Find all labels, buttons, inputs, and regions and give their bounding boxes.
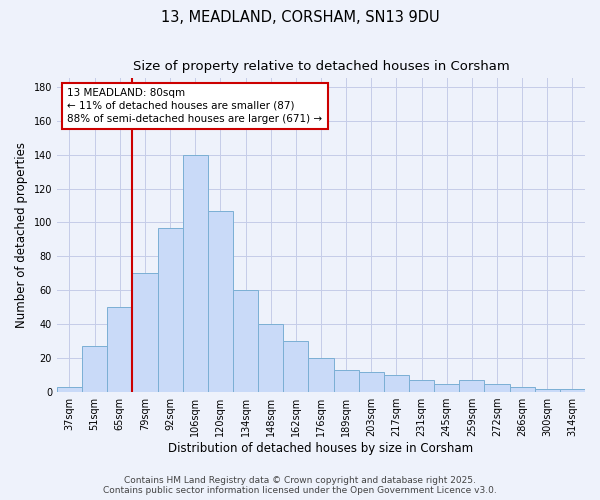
Bar [560, 388, 585, 392]
Bar [158, 228, 182, 392]
Bar [459, 380, 484, 392]
Bar [107, 308, 133, 392]
Bar [182, 154, 208, 392]
Bar [384, 375, 409, 392]
Y-axis label: Number of detached properties: Number of detached properties [15, 142, 28, 328]
Bar [359, 372, 384, 392]
Bar [57, 387, 82, 392]
Title: Size of property relative to detached houses in Corsham: Size of property relative to detached ho… [133, 60, 509, 73]
Bar [484, 384, 509, 392]
Bar [233, 290, 258, 392]
Text: Contains HM Land Registry data © Crown copyright and database right 2025.
Contai: Contains HM Land Registry data © Crown c… [103, 476, 497, 495]
Bar [133, 274, 158, 392]
Bar [409, 380, 434, 392]
Text: 13, MEADLAND, CORSHAM, SN13 9DU: 13, MEADLAND, CORSHAM, SN13 9DU [161, 10, 439, 25]
Bar [509, 387, 535, 392]
Bar [283, 341, 308, 392]
Bar [258, 324, 283, 392]
Text: 13 MEADLAND: 80sqm
← 11% of detached houses are smaller (87)
88% of semi-detache: 13 MEADLAND: 80sqm ← 11% of detached hou… [67, 88, 323, 124]
Bar [535, 388, 560, 392]
Bar [434, 384, 459, 392]
Bar [308, 358, 334, 392]
Bar [82, 346, 107, 392]
Bar [208, 210, 233, 392]
Bar [334, 370, 359, 392]
X-axis label: Distribution of detached houses by size in Corsham: Distribution of detached houses by size … [169, 442, 473, 455]
